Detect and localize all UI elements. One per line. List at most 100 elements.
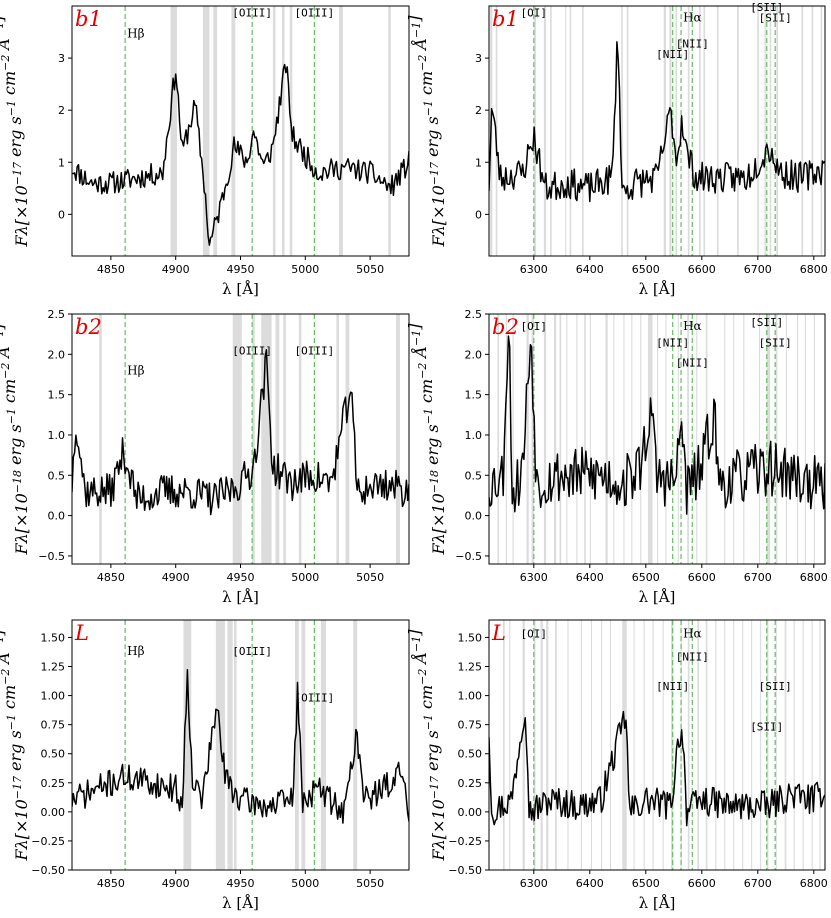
shaded-band xyxy=(566,314,568,564)
shaded-band xyxy=(696,314,698,564)
y-axis-label: Fλ[×10−17 erg s−1 cm−2 Å−1] xyxy=(0,15,31,248)
x-tick-label: 6400 xyxy=(576,877,604,890)
emission-line-label: Hα xyxy=(683,11,702,25)
emission-line-label: [SII] xyxy=(750,316,783,329)
shaded-band xyxy=(543,314,547,564)
emission-line-label: [SII] xyxy=(759,12,792,25)
shaded-band xyxy=(804,314,806,564)
spectrum xyxy=(489,41,825,203)
shaded-band xyxy=(601,620,603,870)
shaded-band xyxy=(699,6,701,256)
x-tick-label: 6700 xyxy=(744,571,772,584)
panel-6: 6300 6400 6500 6600 6700 6800 −0.50 −0.25 0.00 0.… xyxy=(405,619,828,912)
x-tick-label: 6300 xyxy=(520,263,548,276)
shaded-band xyxy=(252,314,255,564)
x-tick-label: 5050 xyxy=(356,263,384,276)
shaded-band xyxy=(802,620,804,870)
x-tick-label: 6600 xyxy=(688,571,716,584)
shaded-band xyxy=(675,6,678,256)
y-axis-label: Fλ[×10−18 erg s−1 cm−2 Å−1] xyxy=(0,323,31,556)
shaded-band xyxy=(613,314,615,564)
x-axis-label: λ [Å] xyxy=(222,588,259,606)
panel-5: 4850 4900 4950 5000 5050 −0.50 −0.25 0.00 0.25 0.… xyxy=(0,619,410,912)
y-tick-label: 2.5 xyxy=(48,308,66,321)
y-tick-label: 2 xyxy=(475,104,482,117)
shaded-band xyxy=(764,6,767,256)
emission-line-label: [NII] xyxy=(676,651,709,664)
x-tick-label: 6600 xyxy=(688,263,716,276)
y-tick-label: 1.00 xyxy=(458,690,483,703)
shaded-band xyxy=(232,314,242,564)
shaded-band xyxy=(648,314,653,564)
y-tick-label: 1.50 xyxy=(41,631,66,644)
emission-line-label: [OIII] xyxy=(295,6,335,19)
y-tick-label: 0.5 xyxy=(48,469,66,482)
panel-4: 6300 6400 6500 6600 6700 6800 −0.5 0.0 0.5 1.0 1.5… xyxy=(405,308,828,606)
spectrum xyxy=(72,669,409,824)
shaded-band xyxy=(497,314,500,564)
shaded-band xyxy=(590,620,593,870)
x-tick-label: 5000 xyxy=(291,263,319,276)
shaded-band xyxy=(512,314,514,564)
shaded-band xyxy=(811,6,814,256)
axes-frame xyxy=(71,5,410,257)
panel-label: b1 xyxy=(492,7,519,31)
y-tick-label: 0.50 xyxy=(458,748,483,761)
shaded-band xyxy=(784,620,787,870)
shaded-band xyxy=(336,314,340,564)
y-tick-label: 2.5 xyxy=(465,308,483,321)
y-tick-label: 1.5 xyxy=(48,389,66,402)
y-tick-label: −0.50 xyxy=(31,864,65,877)
shaded-band xyxy=(396,314,400,564)
shaded-band xyxy=(716,6,719,256)
x-axis-label: λ [Å] xyxy=(639,280,676,298)
y-tick-label: 0.75 xyxy=(458,719,483,732)
y-tick-label: −0.5 xyxy=(455,550,482,563)
y-axis-label: Fλ[×10−17 erg s−1 cm−2 Å−1] xyxy=(405,629,448,862)
emission-line-label: [NII] xyxy=(676,38,709,51)
shaded-band xyxy=(663,6,666,256)
shaded-band xyxy=(275,314,280,564)
shaded-band xyxy=(294,620,299,870)
x-axis-label: λ [Å] xyxy=(222,280,259,298)
shaded-band xyxy=(567,620,569,870)
x-axis-label: λ [Å] xyxy=(639,894,676,912)
y-tick-label: 1.25 xyxy=(458,661,483,674)
shaded-band xyxy=(820,6,823,256)
shaded-band xyxy=(687,314,689,564)
shaded-band xyxy=(775,620,777,870)
x-tick-label: 6800 xyxy=(800,571,828,584)
shaded-band xyxy=(559,314,562,564)
shaded-band xyxy=(503,620,505,870)
shaded-band xyxy=(281,6,285,256)
shaded-band xyxy=(531,314,534,564)
shaded-band xyxy=(553,314,557,564)
x-tick-label: 6400 xyxy=(576,263,604,276)
y-tick-label: 0.0 xyxy=(48,510,66,523)
shaded-band xyxy=(622,620,627,870)
shaded-band xyxy=(631,314,633,564)
y-tick-label: 1 xyxy=(58,156,65,169)
shaded-band xyxy=(657,314,659,564)
emission-line-label: [SII] xyxy=(759,336,792,349)
shaded-band xyxy=(737,6,739,256)
shaded-band xyxy=(569,6,572,256)
shaded-band xyxy=(320,620,327,870)
x-tick-label: 4850 xyxy=(97,571,125,584)
y-tick-label: 0.5 xyxy=(465,469,483,482)
shaded-band xyxy=(550,6,552,256)
shaded-band xyxy=(687,6,690,256)
x-tick-label: 6300 xyxy=(520,877,548,890)
shaded-band xyxy=(724,314,726,564)
spectrum xyxy=(489,335,825,515)
emission-line-label: [NII] xyxy=(656,680,689,693)
shaded-band xyxy=(776,6,778,256)
emission-line-label: [NII] xyxy=(656,48,689,61)
y-axis-label: Fλ[×10−17 erg s−1 cm−2 Å−1] xyxy=(0,629,31,862)
y-tick-label: 0.00 xyxy=(458,806,483,819)
y-tick-label: 2.0 xyxy=(48,348,66,361)
emission-line-label: [NII] xyxy=(656,336,689,349)
x-tick-label: 6500 xyxy=(632,877,660,890)
spectrum xyxy=(489,710,825,827)
shaded-band xyxy=(801,6,804,256)
